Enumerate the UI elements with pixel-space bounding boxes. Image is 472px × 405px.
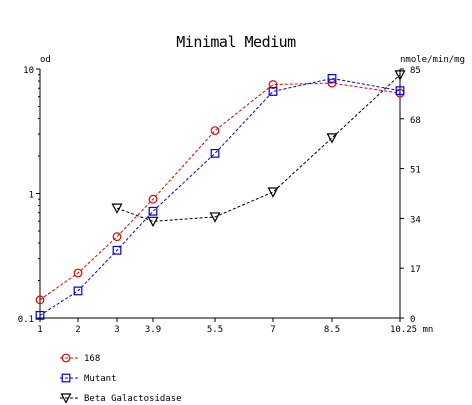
legend-entry: Mutant: [60, 373, 117, 384]
data-point-square: [73, 286, 83, 296]
legend-label: Beta Galactosidase: [84, 394, 182, 404]
data-point-triangle: [147, 216, 159, 228]
chart-title: Minimal Medium: [176, 33, 296, 51]
legend-label: 168: [84, 354, 100, 364]
data-point-circle: [148, 194, 158, 204]
x-tick-label: 2: [75, 325, 80, 335]
data-point-square: [112, 245, 122, 255]
data-point-square: [395, 86, 405, 96]
right-tick-label: 85: [410, 66, 421, 76]
data-point-triangle: [267, 187, 279, 198]
data-point-circle: [73, 268, 83, 278]
data-point-square: [35, 310, 45, 320]
data-point-triangle: [209, 212, 221, 223]
x-tick-label: 8.5: [324, 325, 340, 335]
x-tick-label: 7: [270, 325, 275, 335]
right-axis-label: nmole/min/mg: [400, 55, 465, 65]
data-point-circle: [210, 126, 220, 136]
legend-marker: [60, 393, 72, 404]
left-tick-label: 10: [23, 66, 34, 76]
series-beta-galactosidase: [111, 70, 406, 228]
data-point-triangle: [394, 70, 406, 81]
series-168: [35, 78, 405, 305]
right-tick-label: 34: [410, 215, 421, 225]
right-tick-label: 51: [410, 166, 421, 176]
data-point-circle: [268, 80, 278, 89]
legend-label: Mutant: [84, 374, 117, 384]
legend-entry: Beta Galactosidase: [60, 393, 182, 404]
data-point-circle: [112, 232, 122, 242]
data-point-square: [148, 206, 158, 216]
series-line: [39, 82, 401, 301]
data-point-square: [327, 74, 337, 83]
legend-entry: 168: [60, 353, 100, 364]
left-tick-label: 0.1: [18, 315, 34, 325]
x-tick-label: 3.9: [145, 325, 161, 335]
legend-marker: [61, 353, 71, 363]
series-line: [116, 74, 401, 222]
right-tick-label: 68: [410, 116, 421, 126]
right-tick-label: 0: [410, 315, 415, 325]
legend-marker: [61, 373, 71, 383]
axes: [39, 69, 401, 319]
series-line: [39, 77, 401, 316]
legend: 168 Mutant Beta Galactosidase: [60, 353, 182, 404]
x-tick-label: 5.5: [207, 325, 223, 335]
x-tick-label: 3: [114, 325, 119, 335]
series-layer: [35, 70, 406, 320]
data-point-triangle: [326, 133, 338, 144]
data-point-square: [210, 148, 220, 158]
x-tick-label-with-unit: 10.25 mn: [390, 325, 433, 335]
data-point-circle: [327, 78, 337, 88]
left-tick-label: 1: [29, 191, 34, 201]
right-tick-label: 17: [410, 265, 421, 275]
left-axis-label: od: [40, 55, 51, 65]
data-point-triangle: [111, 203, 123, 214]
x-tick-label: 1: [37, 325, 42, 335]
data-point-circle: [35, 295, 45, 305]
series-mutant: [35, 74, 405, 320]
data-point-square: [268, 87, 278, 96]
